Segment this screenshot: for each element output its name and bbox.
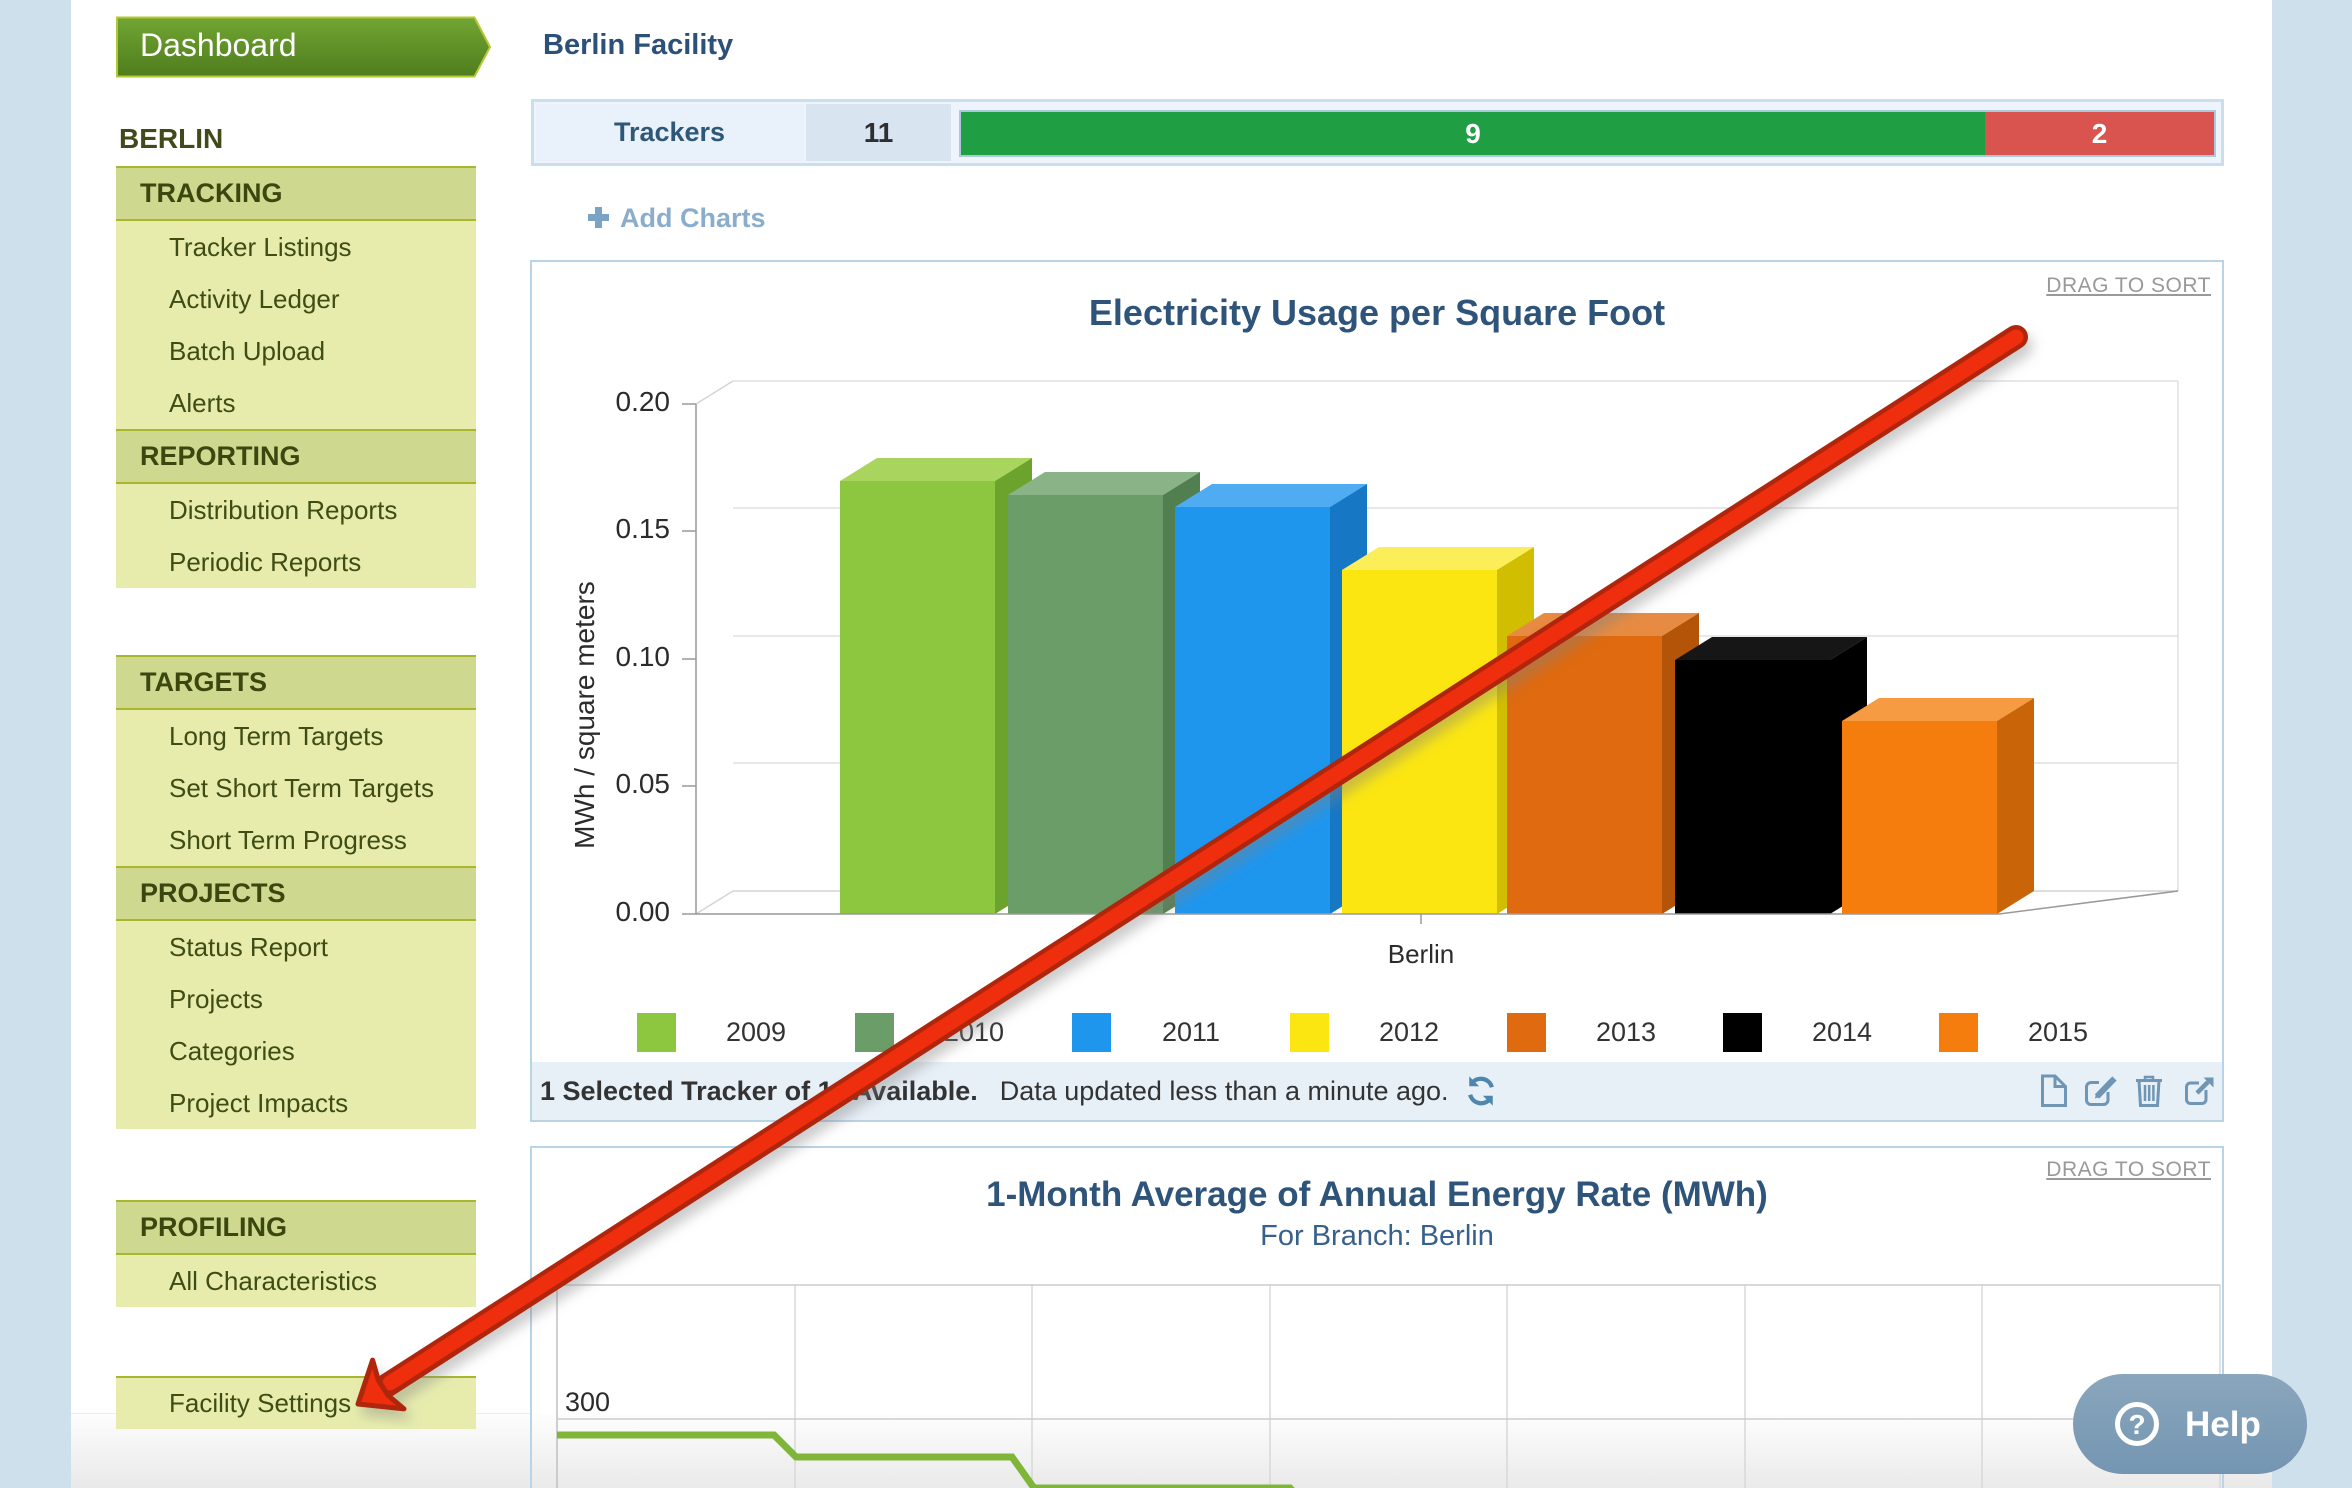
svg-text:Berlin: Berlin xyxy=(1388,939,1454,969)
svg-text:0.15: 0.15 xyxy=(616,513,671,544)
svg-text:0.20: 0.20 xyxy=(616,386,671,417)
svg-text:Dashboard: Dashboard xyxy=(140,27,297,63)
svg-text:300: 300 xyxy=(565,1387,610,1417)
svg-text:?: ? xyxy=(2128,1409,2145,1440)
svg-text:MWh / square meters: MWh / square meters xyxy=(569,581,600,849)
svg-text:0.05: 0.05 xyxy=(616,768,671,799)
svg-text:0.00: 0.00 xyxy=(616,896,671,927)
svg-text:0.10: 0.10 xyxy=(616,641,671,672)
